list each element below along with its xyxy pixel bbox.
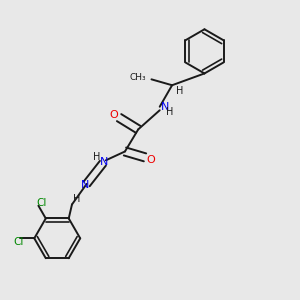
Text: H: H xyxy=(93,152,100,162)
Text: O: O xyxy=(110,110,118,120)
Text: H: H xyxy=(166,107,173,117)
Text: N: N xyxy=(161,102,169,112)
Text: CH₃: CH₃ xyxy=(130,74,146,82)
Text: H: H xyxy=(73,194,80,204)
Text: H: H xyxy=(176,85,183,95)
Text: N: N xyxy=(81,180,89,190)
Text: Cl: Cl xyxy=(36,198,46,208)
Text: O: O xyxy=(146,155,155,165)
Text: N: N xyxy=(100,158,109,167)
Text: Cl: Cl xyxy=(13,237,23,247)
